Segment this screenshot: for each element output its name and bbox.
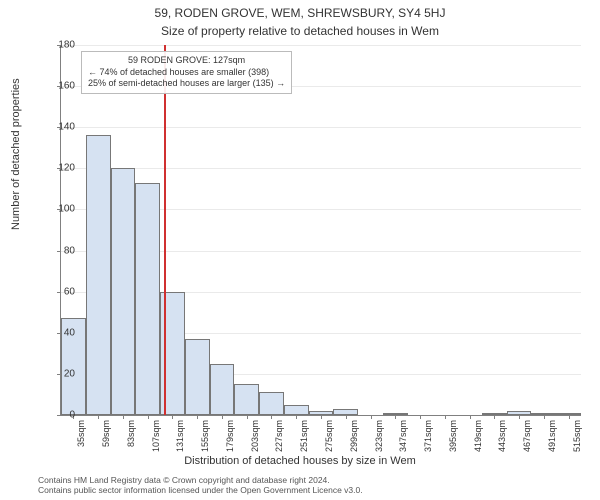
annotation-line: ← 74% of detached houses are smaller (39… xyxy=(88,67,285,79)
x-axis-label: Distribution of detached houses by size … xyxy=(0,455,600,467)
y-tick-label: 80 xyxy=(45,245,75,256)
annotation-line: 59 RODEN GROVE: 127sqm xyxy=(88,55,285,67)
histogram-bar xyxy=(135,183,160,415)
gridline xyxy=(61,127,581,128)
histogram-bar xyxy=(259,392,284,415)
y-axis-label: Number of detached properties xyxy=(10,78,22,230)
y-tick-label: 0 xyxy=(45,410,75,421)
chart-plot-area: 35sqm59sqm83sqm107sqm131sqm155sqm179sqm2… xyxy=(60,45,581,416)
title-main: 59, RODEN GROVE, WEM, SHREWSBURY, SY4 5H… xyxy=(0,6,600,20)
histogram-bar xyxy=(111,168,136,415)
histogram-bar xyxy=(210,364,235,415)
histogram-bar xyxy=(234,384,259,415)
y-tick-label: 120 xyxy=(45,163,75,174)
y-tick-label: 100 xyxy=(45,204,75,215)
y-tick-label: 20 xyxy=(45,368,75,379)
gridline xyxy=(61,45,581,46)
annotation-box: 59 RODEN GROVE: 127sqm← 74% of detached … xyxy=(81,51,292,94)
histogram-bar xyxy=(86,135,111,415)
footnote-line1: Contains HM Land Registry data © Crown c… xyxy=(38,475,363,485)
histogram-bar xyxy=(284,405,309,415)
y-tick-label: 60 xyxy=(45,286,75,297)
title-sub: Size of property relative to detached ho… xyxy=(0,24,600,38)
footnote: Contains HM Land Registry data © Crown c… xyxy=(38,475,363,495)
annotation-line: 25% of semi-detached houses are larger (… xyxy=(88,78,285,90)
y-tick-label: 160 xyxy=(45,81,75,92)
reference-marker-line xyxy=(164,45,166,415)
y-tick-label: 180 xyxy=(45,40,75,51)
y-tick-label: 140 xyxy=(45,122,75,133)
histogram-bar xyxy=(185,339,210,415)
footnote-line2: Contains public sector information licen… xyxy=(38,485,363,495)
gridline xyxy=(61,168,581,169)
y-tick-label: 40 xyxy=(45,327,75,338)
